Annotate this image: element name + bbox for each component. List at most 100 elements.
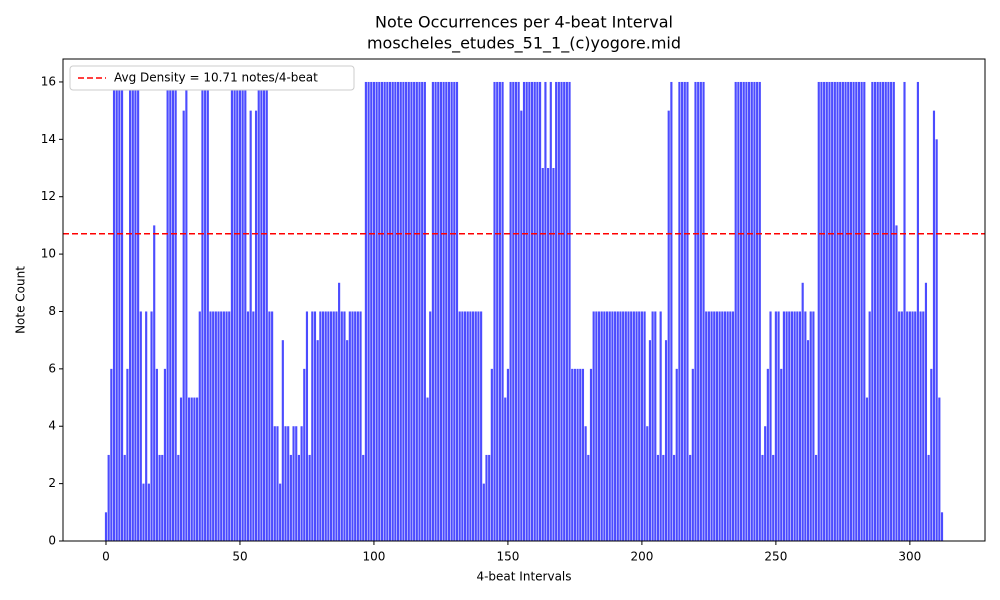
bar [611, 311, 614, 541]
bar [482, 483, 485, 541]
bar [493, 81, 496, 541]
bar [718, 311, 721, 541]
bar [836, 81, 839, 541]
bar [756, 81, 759, 541]
y-tick-label: 10 [41, 247, 56, 261]
bar [308, 454, 311, 541]
bar [410, 81, 413, 541]
bar [809, 311, 812, 541]
bar [782, 311, 785, 541]
bar [220, 311, 223, 541]
bar [166, 81, 169, 541]
bar [112, 81, 116, 541]
bar [214, 311, 217, 541]
bar [177, 454, 180, 541]
bar [820, 81, 823, 541]
bar [713, 311, 716, 541]
bar [134, 81, 137, 541]
bar [922, 311, 925, 541]
bar [780, 368, 783, 541]
bar [480, 311, 483, 541]
bar [729, 311, 732, 541]
bar [705, 311, 708, 541]
bar [678, 81, 681, 541]
bar [847, 81, 850, 541]
bar [761, 454, 764, 541]
bar [273, 426, 276, 541]
bar [453, 81, 456, 541]
bar [530, 81, 534, 541]
bar [890, 81, 893, 541]
bar [605, 311, 609, 541]
bar [600, 311, 603, 541]
bar [265, 81, 268, 541]
bar [552, 168, 555, 541]
bar [351, 311, 354, 541]
bar [646, 426, 649, 541]
bar [638, 311, 641, 541]
bar [469, 311, 472, 541]
y-tick-label: 12 [41, 189, 56, 203]
bar [281, 340, 284, 541]
bar [327, 311, 330, 541]
bar [396, 81, 400, 541]
bar [852, 81, 855, 541]
bar [916, 81, 919, 541]
bar [568, 81, 571, 541]
y-tick-label: 4 [48, 419, 56, 433]
x-tick-label: 0 [102, 550, 110, 564]
bar [394, 81, 397, 541]
bar [804, 311, 807, 541]
bar [418, 81, 421, 541]
bar [815, 454, 818, 541]
bar [857, 81, 861, 541]
bar [855, 81, 858, 541]
bar [375, 81, 378, 541]
bar [539, 81, 542, 541]
bar [388, 81, 392, 541]
bar [472, 311, 475, 541]
bar [413, 81, 416, 541]
y-tick-label: 2 [48, 476, 56, 490]
bar [707, 311, 710, 541]
bar [640, 311, 643, 541]
bar [196, 397, 199, 541]
bar [300, 426, 303, 541]
bar [635, 311, 638, 541]
bar [940, 512, 944, 541]
bar [772, 454, 775, 541]
bar [137, 81, 140, 541]
y-tick-label: 6 [48, 361, 56, 375]
bar [721, 311, 724, 541]
bar [455, 81, 459, 541]
bar [903, 81, 906, 541]
bar [520, 110, 523, 542]
x-tick-label: 200 [630, 550, 653, 564]
bar [431, 81, 434, 541]
bar [359, 311, 362, 541]
bar [236, 81, 239, 541]
bar [340, 311, 343, 541]
bar [405, 81, 408, 541]
bar [509, 81, 512, 541]
bar [884, 81, 887, 541]
bar [560, 81, 563, 541]
bar [391, 81, 394, 541]
bar [123, 454, 126, 541]
bar [823, 81, 826, 541]
bar [204, 81, 207, 541]
bar [193, 397, 196, 541]
bar [764, 426, 767, 541]
bar [788, 311, 791, 541]
x-axis-label: 4-beat Intervals [476, 570, 571, 584]
bar [839, 81, 842, 541]
bar [426, 397, 429, 541]
bar [252, 311, 255, 541]
bar [659, 311, 662, 541]
bar [790, 311, 794, 541]
y-tick-label: 16 [41, 74, 56, 88]
bar [399, 81, 402, 541]
y-tick-label: 14 [41, 132, 56, 146]
